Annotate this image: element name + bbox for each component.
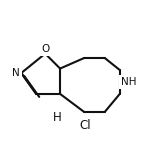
Text: NH: NH	[121, 77, 137, 87]
Text: Cl: Cl	[80, 119, 91, 132]
Text: H: H	[53, 111, 61, 124]
Text: O: O	[41, 44, 49, 54]
Text: N: N	[12, 68, 20, 78]
